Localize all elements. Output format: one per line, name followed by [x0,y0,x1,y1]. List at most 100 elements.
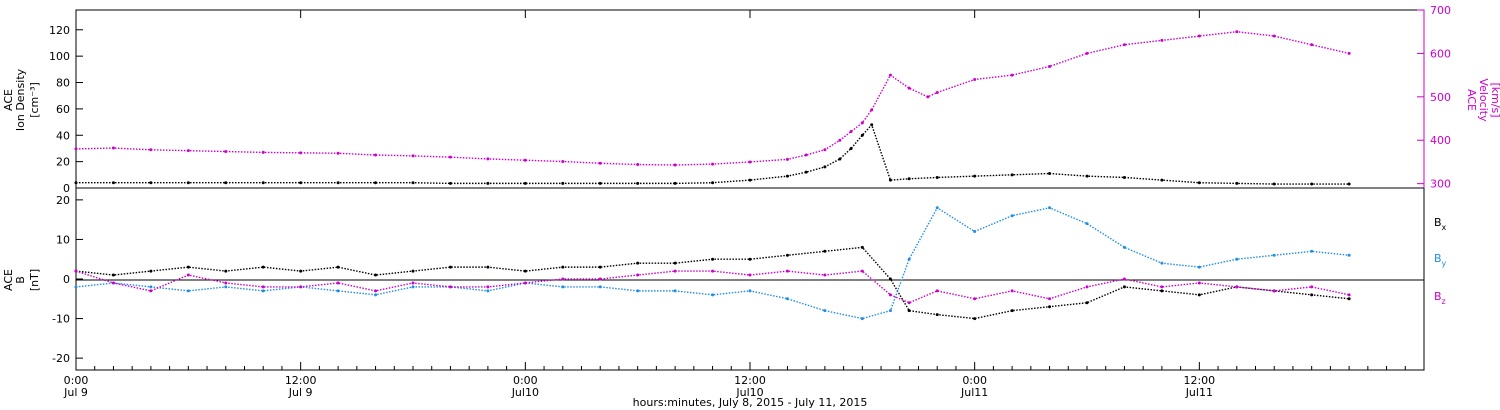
bottom-ylabel-line3: [nT] [28,269,41,291]
density-point [673,181,677,185]
velocity-point [849,130,853,134]
top-y2tick-label: 700 [1430,4,1451,17]
density-point [261,181,265,185]
velocity-point [1347,51,1351,55]
bx-point [336,265,340,269]
bz-point [860,269,864,273]
velocity-point [74,147,78,151]
bx-point [785,253,789,257]
density-point [636,181,640,185]
bz-point [598,277,602,281]
density-point [149,181,153,185]
bz-point [1085,285,1089,289]
bottom-ylabel-line2: B [14,276,27,284]
by-point [1048,206,1052,210]
velocity-point [926,95,930,99]
x-tick-date: Jul11 [1185,386,1213,399]
density-point [973,174,977,178]
bottom-ytick-label: -20 [52,352,70,365]
bx-point [448,265,452,269]
velocity-point [1160,38,1164,42]
by-point [1197,265,1201,269]
bottom-ylabel-line1: ACE [2,269,15,291]
density-point [336,181,340,185]
top-y2tick-label: 600 [1430,47,1451,60]
bz-point [374,289,378,293]
density-point [711,181,715,185]
data-marks [74,30,1351,321]
bz-point [336,281,340,285]
velocity-point [336,151,340,155]
bottom-panel-frame [75,187,1425,371]
by-point [973,230,977,234]
by-point [1272,253,1276,257]
density-point [74,181,78,185]
x-tick-time: 0:00 [962,374,987,387]
bx-point [149,269,153,273]
bx-point [523,269,527,273]
bz-point [785,269,789,273]
bz-point [561,277,565,281]
bx-point [1085,301,1089,305]
bx-point [748,257,752,261]
bx-point [186,265,190,269]
top-y2label-line1: ACE [1465,89,1478,111]
velocity-point [224,150,228,154]
by-point [149,285,153,289]
by-point [224,285,228,289]
density-point [870,123,874,127]
density-point [907,177,911,181]
density-point [1310,182,1314,186]
legend-by: By [1434,252,1447,268]
velocity-point [860,121,864,125]
velocity-point [1272,34,1276,38]
by-point [1010,214,1014,218]
velocity-point [486,157,490,161]
velocity-line [75,31,1350,166]
by-line [75,206,1350,320]
density-point [1122,175,1126,179]
density-point [486,181,490,185]
bz-point [486,285,490,289]
by-point [1160,261,1164,265]
x-tick-date: Jul11 [960,386,988,399]
velocity-point [186,149,190,153]
bz-point [1197,281,1201,285]
x-axis-title: hours:minutes, July 8, 2015 - July 11, 2… [633,396,868,409]
top-ytick-label: 100 [49,50,70,63]
velocity-point [111,146,115,150]
bz-point [1235,285,1239,289]
density-point [1272,182,1276,186]
bx-point [1010,309,1014,313]
bz-point [1347,293,1351,297]
bx-point [598,265,602,269]
bz-point [1122,277,1126,281]
bx-point [1310,293,1314,297]
bx-point [907,309,911,313]
top-left-axis-ticks: 0 20 40 60 80 100 120 [49,24,83,195]
x-tick-date: Jul10 [735,386,763,399]
bx-point [261,265,265,269]
top-ytick-label: 60 [56,103,70,116]
bz-point [111,281,115,285]
density-point [299,181,303,185]
by-point [823,309,827,313]
by-point [673,289,677,293]
by-point [860,317,864,321]
legend-bz: Bz [1434,290,1446,306]
density-point [374,181,378,185]
x-tick-time: 12:00 [734,374,766,387]
density-point [561,181,565,185]
top-y2label-line3: [km/s] [1489,82,1500,117]
top-ytick-label: 0 [63,182,70,195]
velocity-point [598,161,602,165]
density-point [523,181,527,185]
bz-point [973,297,977,301]
velocity-point [374,153,378,157]
by-point [907,257,911,261]
velocity-point [1310,43,1314,47]
by-point [785,297,789,301]
velocity-point [907,86,911,90]
by-point [411,285,415,289]
bx-point [374,273,378,277]
